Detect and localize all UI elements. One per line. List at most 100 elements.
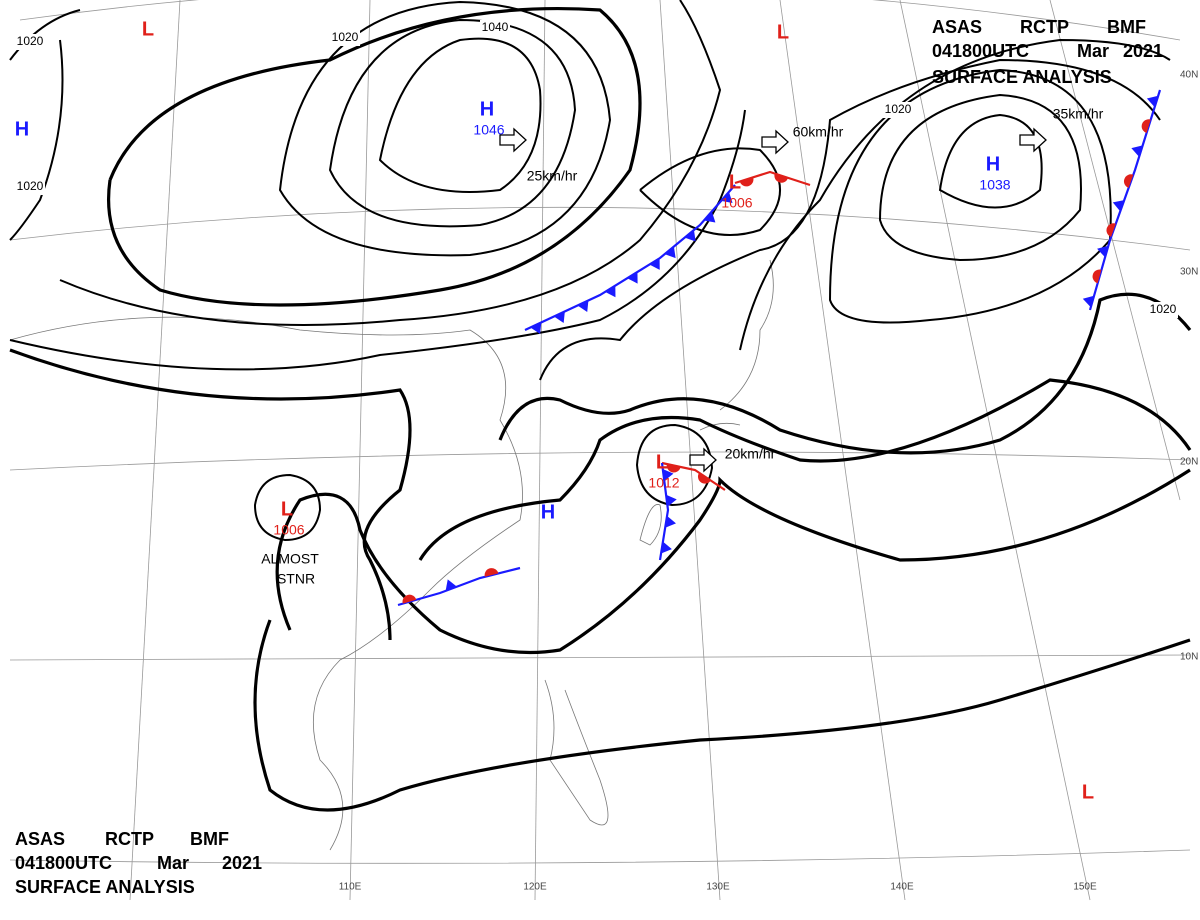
isobar <box>59 0 722 326</box>
lon-label: 140E <box>890 882 914 893</box>
warm-front-symbol <box>666 464 681 473</box>
isobar <box>275 468 1191 655</box>
lon-label: 110E <box>339 882 362 893</box>
motion-label: 25km/hr <box>527 168 578 184</box>
footer-text: 041800UTC <box>15 853 112 873</box>
pressure-center-type: H <box>15 118 29 140</box>
warm-front-symbol <box>774 173 789 183</box>
warm-front-symbol <box>697 472 711 484</box>
motion-label: 60km/hr <box>793 124 844 140</box>
coastline <box>639 504 662 546</box>
graticule <box>9 0 1191 901</box>
warm-front-symbol <box>739 177 754 187</box>
pressure-center-type: L <box>777 21 789 43</box>
cold-front-symbol <box>445 579 457 591</box>
isobar <box>378 37 542 193</box>
cold-front-symbol <box>1131 145 1143 157</box>
pressure-center-type: L <box>1082 781 1094 803</box>
footer-text: ASAS <box>15 829 65 849</box>
isobar <box>9 109 746 371</box>
header-text: SURFACE ANALYSIS <box>932 67 1112 87</box>
pressure-center-type: H <box>480 98 494 120</box>
warm-front-symbol <box>1092 269 1102 284</box>
lat-label: 30N <box>1180 267 1198 278</box>
isobar <box>878 93 1082 262</box>
pressure-center-type: L <box>656 451 668 473</box>
cold-front-symbol <box>627 271 638 284</box>
isobar <box>253 473 322 542</box>
isobar <box>9 348 412 641</box>
isobar-label: 1040 <box>482 20 509 34</box>
cold-front-symbol <box>666 494 677 507</box>
pressure-center-type: H <box>986 153 1000 175</box>
coastlines <box>9 259 774 851</box>
isobar <box>107 7 642 307</box>
isobar-label-bg <box>883 102 913 118</box>
lat-label: 10N <box>1180 652 1198 663</box>
footer-text: Mar <box>157 853 189 873</box>
pressure-center-type: H <box>541 501 555 523</box>
cold-front-symbol <box>664 246 676 259</box>
isobar-label: 1020 <box>17 179 44 193</box>
coastline <box>699 259 774 431</box>
pressure-center-type: L <box>281 498 293 520</box>
cold-front-symbol <box>703 211 716 223</box>
lon-label: 120E <box>523 882 547 893</box>
footer: ASAS RCTP BMF 041800UTC Mar 2021 SURFACE… <box>15 829 262 897</box>
cold-front-symbol <box>721 191 733 203</box>
isobar-label: 1020 <box>1150 302 1177 316</box>
front-line <box>397 566 521 607</box>
pressure-center-type: L <box>729 171 741 193</box>
header: ASAS RCTP BMF 041800UTC Mar 2021 SURFACE… <box>932 17 1163 87</box>
isobar-label-bg <box>1148 302 1178 318</box>
cold-front-symbol <box>1097 245 1109 258</box>
motion-arrow <box>689 447 717 473</box>
meridian <box>534 0 546 901</box>
front-line <box>1088 89 1162 311</box>
footer-text: 2021 <box>222 853 262 873</box>
lat-label: 20N <box>1180 457 1198 468</box>
isobar <box>498 292 1192 455</box>
meridian <box>899 0 1091 901</box>
warm-front-symbol <box>402 594 417 604</box>
footer-text: BMF <box>190 829 229 849</box>
meridian <box>779 0 906 901</box>
isobar <box>828 68 1112 324</box>
isobar <box>418 378 1192 561</box>
isobar <box>328 18 577 228</box>
footer-text: RCTP <box>105 829 154 849</box>
cold-front-symbol <box>1112 200 1125 212</box>
lat-label: 40N <box>1180 70 1198 81</box>
isobar-label: 1020 <box>885 102 912 116</box>
fronts <box>397 89 1162 607</box>
isobar <box>635 423 714 507</box>
isobar <box>253 619 1191 812</box>
header-text: ASAS <box>932 17 982 37</box>
parallel <box>9 849 1191 864</box>
coastline <box>544 679 609 826</box>
cold-front-symbol <box>553 311 565 323</box>
pressure-center-value: 1038 <box>979 177 1010 193</box>
isobar <box>639 147 781 236</box>
pressure-center-value: 1012 <box>648 475 679 491</box>
annotation: STNR <box>277 571 315 587</box>
parallel <box>9 451 1191 471</box>
warm-front-symbol <box>1141 119 1151 133</box>
header-text: 041800UTC <box>932 41 1029 61</box>
isobar-label: 1020 <box>17 34 44 48</box>
cold-front-symbol <box>684 229 696 242</box>
isobar-label-bg <box>15 34 45 50</box>
header-text: Mar <box>1077 41 1109 61</box>
cold-front-symbol <box>1082 295 1095 308</box>
cold-front-symbol <box>605 285 616 298</box>
header-text: BMF <box>1107 17 1146 37</box>
cold-front-symbol <box>662 468 674 481</box>
meridian <box>129 0 181 901</box>
motion-label: 35km/hr <box>1053 106 1104 122</box>
cold-front-symbol <box>530 322 542 334</box>
annotation: ALMOST <box>261 551 319 567</box>
pressure-center-value: 1006 <box>721 195 752 211</box>
isobar-label-bg <box>480 20 510 36</box>
